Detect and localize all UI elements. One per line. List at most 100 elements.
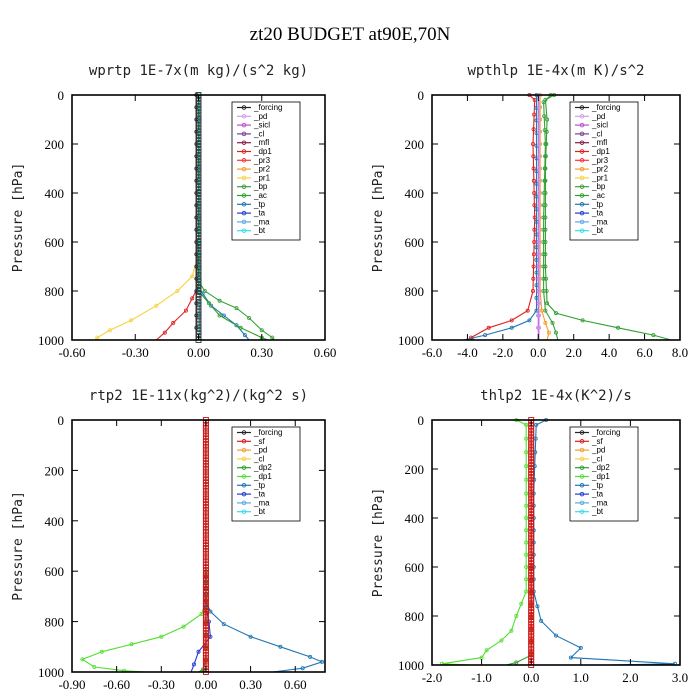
series-marker xyxy=(234,306,239,311)
series-marker xyxy=(524,516,529,521)
center-marker xyxy=(528,609,535,616)
series-marker xyxy=(486,325,491,330)
series-marker xyxy=(203,610,208,615)
series-marker xyxy=(107,328,112,333)
legend-marker xyxy=(241,105,247,110)
center-marker xyxy=(528,643,535,650)
legend-label: _dp1 xyxy=(591,472,610,481)
center-marker xyxy=(195,223,202,230)
center-marker xyxy=(528,536,535,543)
series-marker xyxy=(537,154,542,159)
series-marker xyxy=(542,178,547,183)
center-marker xyxy=(202,577,209,584)
center-marker xyxy=(195,217,202,224)
center-marker xyxy=(195,137,202,144)
center-marker xyxy=(528,533,535,540)
center-marker xyxy=(528,576,535,583)
legend-marker xyxy=(579,193,585,198)
center-marker xyxy=(202,615,209,622)
legend-marker xyxy=(579,131,585,137)
series-marker xyxy=(537,129,542,134)
legend-label: _forcing xyxy=(253,103,282,112)
y-tick-label: 0 xyxy=(418,413,425,428)
center-marker xyxy=(528,597,535,604)
center-marker xyxy=(195,251,202,258)
series-marker xyxy=(247,315,252,320)
legend-label: _pr3 xyxy=(591,156,609,165)
center-marker xyxy=(528,527,535,534)
series-marker xyxy=(529,565,534,570)
center-marker xyxy=(195,315,202,322)
center-marker xyxy=(528,606,535,613)
legend-label: _sicl xyxy=(253,121,270,130)
series-marker xyxy=(535,604,540,609)
series-marker xyxy=(580,318,585,323)
series-marker xyxy=(234,323,239,328)
legend-marker xyxy=(241,210,247,216)
series-marker xyxy=(537,190,542,195)
y-tick-label: 200 xyxy=(45,137,65,152)
center-marker xyxy=(195,220,202,227)
series-marker xyxy=(568,655,573,660)
series-marker xyxy=(554,633,559,638)
series-marker xyxy=(217,313,222,318)
center-marker xyxy=(202,442,209,449)
center-marker xyxy=(195,208,202,215)
center-marker xyxy=(528,490,535,497)
legend-marker xyxy=(241,175,247,181)
legend-marker xyxy=(241,193,247,198)
center-marker xyxy=(528,548,535,555)
center-marker xyxy=(195,281,202,288)
center-marker xyxy=(202,543,209,549)
legend-label: _tp xyxy=(591,481,604,490)
center-marker xyxy=(202,521,209,527)
x-tick-label: 0.60 xyxy=(284,677,307,692)
legend-label: _cl xyxy=(591,129,602,138)
legend-marker xyxy=(579,228,585,233)
legend-marker xyxy=(241,149,247,154)
series-marker xyxy=(529,626,534,631)
legend-label: _pr2 xyxy=(591,165,609,174)
center-marker xyxy=(202,448,209,455)
center-marker xyxy=(195,242,202,249)
series-marker xyxy=(129,642,134,647)
y-tick-label: 400 xyxy=(45,186,65,201)
legend-marker xyxy=(241,447,247,453)
center-marker xyxy=(202,483,209,490)
legend-label: _ta xyxy=(591,490,604,499)
series-marker xyxy=(524,528,529,533)
center-marker xyxy=(202,637,209,644)
center-marker xyxy=(202,473,209,480)
series-marker xyxy=(128,318,133,323)
legend-label: _cl xyxy=(253,454,264,463)
series-marker xyxy=(532,239,537,244)
series-marker xyxy=(206,301,211,306)
center-marker xyxy=(202,539,209,546)
legend-label: _sf xyxy=(591,437,603,446)
x-tick-label: -6.0 xyxy=(422,345,443,360)
legend-label: _bt xyxy=(591,507,604,516)
legend-marker xyxy=(241,166,247,172)
legend-marker xyxy=(241,122,247,128)
series-marker xyxy=(531,166,536,171)
legend-label: _pd xyxy=(591,446,605,455)
center-marker xyxy=(195,257,202,264)
legend-label: _bp xyxy=(591,182,606,191)
series-marker xyxy=(191,662,196,667)
center-marker xyxy=(195,202,202,209)
legend-label: _bt xyxy=(591,226,604,235)
plot-frame xyxy=(431,94,681,341)
center-marker xyxy=(195,125,202,132)
x-tick-label: 2.0 xyxy=(622,670,638,685)
series-marker xyxy=(483,333,488,338)
x-tick-label: 8.0 xyxy=(672,345,688,360)
x-tick-label: -2.0 xyxy=(493,345,514,360)
series-marker xyxy=(537,141,542,146)
series-marker xyxy=(529,614,534,619)
panel-title: rtp2 1E-11x(kg^2)/(kg^2 s) xyxy=(89,388,308,404)
series-marker xyxy=(542,114,547,119)
legend-marker xyxy=(579,447,585,453)
series-marker xyxy=(209,303,214,308)
legend-label: _ma xyxy=(253,217,270,226)
center-marker xyxy=(195,312,202,319)
